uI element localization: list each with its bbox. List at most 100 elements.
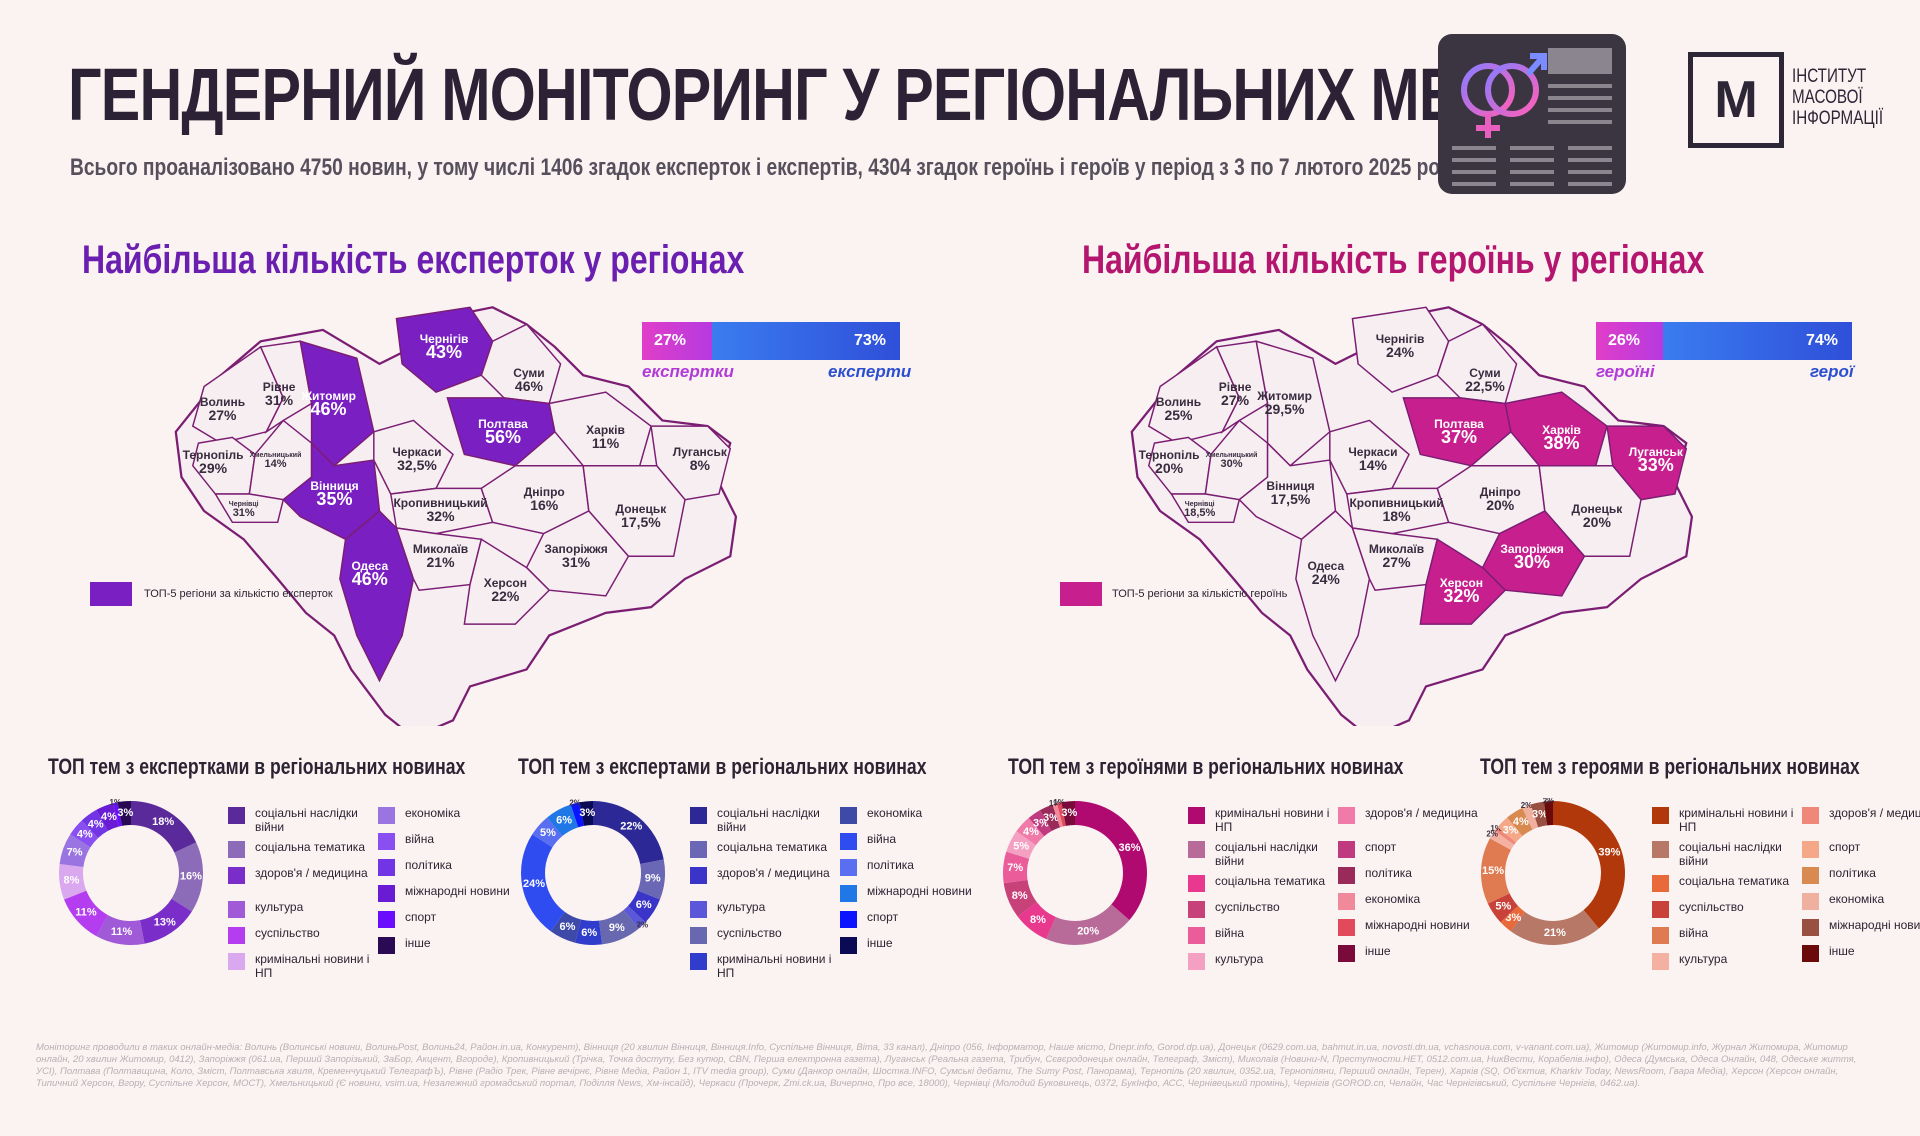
legend-swatch <box>1188 927 1205 944</box>
region-pct: 22,5% <box>1465 378 1505 395</box>
region-pct: 30% <box>1514 551 1551 572</box>
region-Херсон <box>463 538 551 625</box>
region-name: Полтава <box>478 417 528 432</box>
chart-title-heroes-female: ТОП тем з героїнями в регіональних новин… <box>1008 754 1404 779</box>
region-Чернівці <box>1170 493 1241 524</box>
slice-label: 9% <box>645 873 661 885</box>
region-name: Житомир <box>1257 388 1312 403</box>
slice-label: 3% <box>1043 812 1059 824</box>
legend-item: культура <box>228 900 378 918</box>
slice-label: 3% <box>579 807 595 819</box>
legend-item: спорт <box>378 910 528 928</box>
legend-swatch <box>690 953 707 970</box>
region-label: Запоріжжя 31% <box>544 542 607 569</box>
legend-item: суспільство <box>1652 900 1802 918</box>
region-name: Суми <box>1469 366 1501 381</box>
legend-label: соціальна тематика <box>1215 874 1325 888</box>
heroes-gender-bar: 26% 74% <box>1596 322 1852 360</box>
legend-label: культура <box>1215 952 1264 966</box>
legend-label: економіка <box>1365 892 1421 906</box>
region-pct: 29,5% <box>1264 400 1305 417</box>
legend-swatch <box>378 911 395 928</box>
region-pct: 14% <box>264 458 287 471</box>
legend-label: економіка <box>1829 892 1885 906</box>
donut-slice <box>96 915 145 945</box>
legend-swatch <box>1338 807 1355 824</box>
experts-section-title: Найбільша кількість експерток у регіонах <box>82 238 745 282</box>
region-label: Донецьк 17,5% <box>616 503 667 530</box>
legend-label: війна <box>1215 926 1245 940</box>
donut-slice <box>1507 807 1533 837</box>
legend-item: економіка <box>1338 892 1488 910</box>
region-label: Донецьк 20% <box>1572 503 1623 530</box>
heroes-legend-text: ТОП-5 регіони за кількістю героїнь <box>1112 588 1288 600</box>
legend-swatch <box>378 833 395 850</box>
donut-slice <box>1522 804 1539 830</box>
legend-label: соціальні наслідки війни <box>255 806 358 834</box>
slice-label: 3% <box>1033 817 1049 829</box>
region-pct: 8% <box>689 457 710 474</box>
donut-slice <box>117 801 131 826</box>
legend-swatch <box>1802 893 1819 910</box>
slice-label: 15% <box>1482 865 1504 877</box>
region-Херсон <box>1419 538 1507 625</box>
slice-label: 5% <box>540 827 556 839</box>
region-label: Вінниця 35% <box>310 480 358 509</box>
experts-gender-bar: 27% 73% <box>642 322 900 360</box>
legend-item: економіка <box>840 806 990 824</box>
region-pct: 32% <box>1443 585 1480 606</box>
region-label: Луганськ 8% <box>673 446 727 474</box>
legend-label: суспільство <box>717 926 782 940</box>
region-pct: 31% <box>265 391 294 408</box>
region-pct: 20% <box>1582 514 1611 530</box>
legend-label: економіка <box>867 806 923 820</box>
experts-legend-text: ТОП-5 регіони за кількістю експерток <box>144 588 333 600</box>
donut-slice <box>550 911 582 943</box>
chart-title-experts-male: ТОП тем з експертами в регіональних нови… <box>518 754 927 779</box>
region-label: Одеса 46% <box>351 559 388 589</box>
legend-item: спорт <box>840 910 990 928</box>
legend-swatch <box>378 937 395 954</box>
legend-swatch <box>1188 875 1205 892</box>
experts-female-label: експертки <box>642 362 734 381</box>
region-label: Черкаси 32,5% <box>392 446 441 474</box>
donut-chart-heroes-female: 36%20%8%8%7%5%4%3%3%1%1%3% <box>1003 798 1147 945</box>
region-pct: 27% <box>1221 391 1250 408</box>
donut-slice <box>1489 830 1515 850</box>
legend-item: економіка <box>378 806 528 824</box>
logo-line-2: МАСОВОЇ <box>1792 87 1863 108</box>
legend-swatch <box>840 807 857 824</box>
region-name: Хмельницький <box>249 452 302 460</box>
donut-slice <box>575 919 603 945</box>
legend-label: соціальна тематика <box>1679 874 1789 888</box>
legend-item: міжнародні новини <box>840 884 990 902</box>
region-pct: 18% <box>1382 508 1411 525</box>
donut-slice <box>1075 801 1147 921</box>
region-label: Запоріжжя 30% <box>1500 542 1563 572</box>
legend-label: здоров'я / медицина <box>1829 806 1920 820</box>
region-pct: 46% <box>351 568 388 589</box>
legend-swatch <box>1802 807 1819 824</box>
legend-label: суспільство <box>1679 900 1744 914</box>
slice-label: 39% <box>1598 847 1620 859</box>
legend-item: здоров'я / медицина <box>228 866 378 884</box>
slice-label: 8% <box>1030 914 1046 926</box>
legend-label: спорт <box>405 910 437 924</box>
legend-item: інше <box>1338 944 1488 962</box>
region-label: Тернопіль 29% <box>183 448 244 476</box>
page-subtitle: Всього проаналізовано 4750 новин, у тому… <box>70 154 1465 181</box>
region-pct: 29% <box>199 459 228 476</box>
legend-swatch <box>378 885 395 902</box>
legend-label: культура <box>717 900 766 914</box>
slice-label: 16% <box>180 871 202 883</box>
region-name: Луганськ <box>1628 445 1683 460</box>
donut-slice <box>113 802 123 827</box>
legend-item: здоров'я / медицина <box>1802 806 1920 824</box>
legend-item: кримінальні новини і НП <box>1188 806 1338 834</box>
legend-item: політика <box>378 858 528 876</box>
region-label: Кропивницький 32% <box>393 497 487 524</box>
legend-swatch <box>840 937 857 954</box>
legend-label: соціальні наслідки війни <box>717 806 820 834</box>
legend-item: інше <box>840 936 990 954</box>
region-pct: 32,5% <box>397 457 437 474</box>
